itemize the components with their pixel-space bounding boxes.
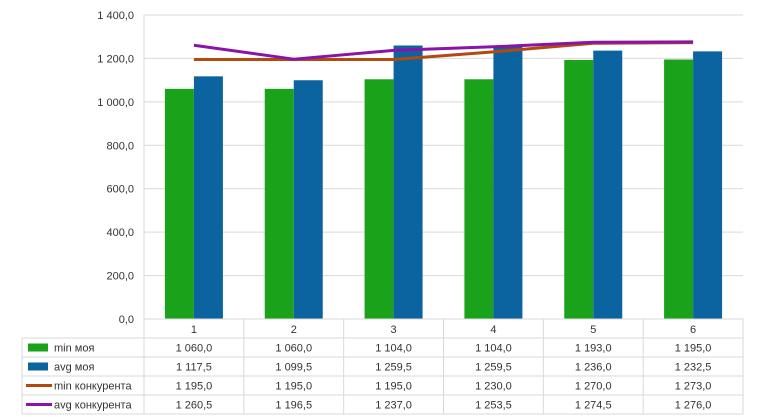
x-tick-label: 2 [291,324,297,336]
table-cell-value: 1 104,0 [375,343,412,355]
bar [693,51,723,319]
bar [464,79,494,319]
table-cell-value: 1 195,0 [675,343,712,355]
table-cell-value: 1 260,5 [176,400,213,412]
legend-label: min конкурента [54,381,132,393]
data-table: 1 2 3 4 5 6 min моя 1 060,0 1 060,0 1 104,0 1 104,… [21,318,744,415]
bar [293,80,323,319]
x-tick-label: 1 [191,324,197,336]
bar [393,45,423,319]
bar [364,79,394,319]
x-tick-label: 5 [590,324,596,336]
table-cell-value: 1 230,0 [475,381,512,393]
table-cell-value: 1 276,0 [675,400,712,412]
table-cell-value: 1 237,0 [375,400,412,412]
y-tick-label: 800,0 [106,140,134,152]
legend-label: avg конкурента [54,400,132,412]
table-cell-value: 1 195,0 [275,381,312,393]
table-cell-value: 1 259,5 [375,362,412,374]
table-cell-value: 1 273,0 [675,381,712,393]
y-tick-label: 1 400,0 [97,10,134,22]
y-tick-label: 400,0 [106,227,134,239]
y-tick-label: 0,0 [119,314,134,326]
legend-swatch [28,362,48,371]
y-tick-label: 1 000,0 [97,97,134,109]
table-cell-value: 1 099,5 [275,362,312,374]
y-tick-label: 1 200,0 [97,53,134,65]
bar [664,59,694,320]
bar [493,45,523,319]
table-cell-value: 1 236,0 [575,362,612,374]
table-cell-value: 1 060,0 [176,343,213,355]
table-cell-value: 1 193,0 [575,343,612,355]
table-cell-value: 1 274,5 [575,400,612,412]
series-line [193,40,694,61]
bar [193,76,223,319]
table-cell-value: 1 104,0 [475,343,512,355]
bar [264,88,294,319]
bar [564,59,594,319]
table-cell-value: 1 259,5 [475,362,512,374]
legend-swatch [28,343,48,352]
table-cell-value: 1 195,0 [375,381,412,393]
table-cell-value: 1 060,0 [275,343,312,355]
table-cell-value: 1 270,0 [575,381,612,393]
y-axis-ticks: 0,0 200,0 400,0 600,0 800,0 1 000,0 1 200,0 1 4… [97,10,134,326]
legend-label: avg моя [54,362,94,374]
legend-label: min моя [54,343,94,355]
table-cell-value: 1 117,5 [176,362,212,374]
y-tick-label: 600,0 [106,184,134,196]
x-tick-label: 6 [690,324,696,336]
table-cell-value: 1 195,0 [176,381,213,393]
x-tick-label: 4 [490,324,496,336]
table-cell-value: 1 253,5 [475,400,512,412]
bar-series [164,45,723,320]
bar [593,50,623,320]
y-tick-label: 200,0 [106,271,134,283]
table-cell-value: 1 196,5 [275,400,312,412]
table-cell-value: 1 232,5 [675,362,712,374]
bar [164,88,194,319]
x-tick-label: 3 [391,324,397,336]
line-series [193,40,694,62]
